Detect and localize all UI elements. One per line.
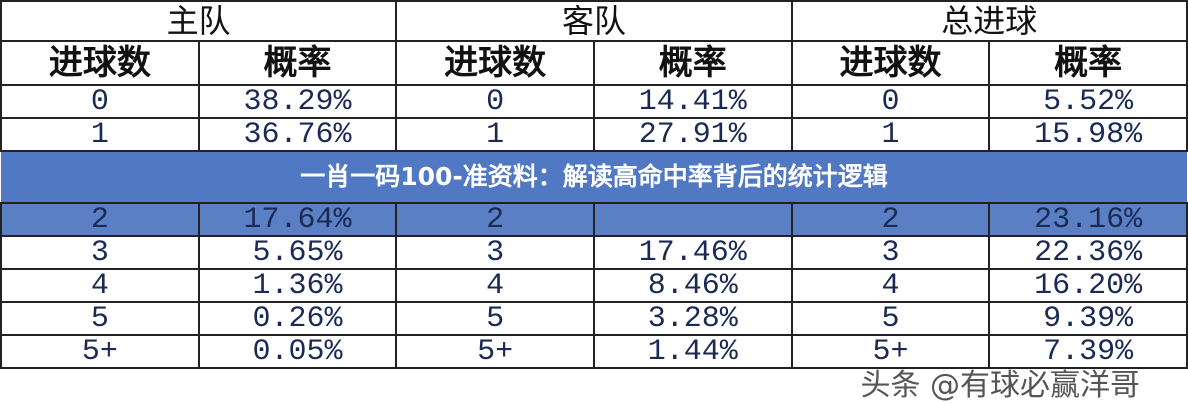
header-home: 主队 — [0, 0, 398, 42]
probability-cell: 27.91% — [592, 117, 793, 152]
banner-row: 一肖一码100-准资料：解读高命中率背后的统计逻辑 — [1, 150, 1187, 204]
table-row: 0 38.29% 0 14.41% 0 5.52% — [0, 84, 1188, 119]
probability-cell: 3.28% — [592, 301, 793, 336]
goals-cell: 4 — [790, 268, 991, 303]
goals-cell: 0 — [0, 84, 200, 119]
table-row: 5 0.26% 5 3.28% 5 9.39% — [0, 301, 1188, 336]
goals-cell: 2 — [0, 202, 200, 237]
table-row: 3 5.65% 3 17.46% 3 22.36% — [0, 235, 1188, 270]
goals-cell: 3 — [0, 235, 200, 270]
probability-cell — [592, 202, 793, 237]
sub-header: 概率 — [592, 40, 793, 86]
goals-cell: 0 — [395, 84, 595, 119]
goals-cell: 5 — [0, 301, 200, 336]
table-row: 2 17.64% 2 2 23.16% — [0, 202, 1188, 237]
goals-cell: 0 — [790, 84, 991, 119]
probability-cell: 22.36% — [988, 235, 1188, 270]
probability-cell: 23.16% — [988, 202, 1188, 237]
probability-cell: 15.98% — [988, 117, 1188, 152]
header-away: 客队 — [395, 0, 793, 42]
goals-cell: 5+ — [790, 334, 991, 369]
probability-cell: 1.44% — [592, 334, 793, 369]
probability-cell: 36.76% — [197, 117, 398, 152]
table-row: 1 36.76% 1 27.91% 1 15.98% — [0, 117, 1188, 152]
banner-cell: 一肖一码100-准资料：解读高命中率背后的统计逻辑 — [1, 150, 1187, 204]
banner-title: 一肖一码100-准资料：解读高命中率背后的统计逻辑 — [300, 162, 888, 191]
sub-header: 概率 — [988, 40, 1188, 86]
header-total: 总进球 — [790, 0, 1188, 42]
probability-cell: 17.64% — [197, 202, 398, 237]
probability-cell: 0.26% — [197, 301, 398, 336]
sub-header: 进球数 — [0, 40, 200, 86]
probability-cell: 5.52% — [988, 84, 1188, 119]
goals-cell: 1 — [0, 117, 200, 152]
probability-table: 主队 客队 总进球 进球数 概率 进球数 概率 进球数 概率 0 38.29% 0 14.41%… — [0, 0, 1188, 369]
goals-cell: 5+ — [0, 334, 200, 369]
probability-cell: 17.46% — [592, 235, 793, 270]
goals-cell: 1 — [790, 117, 991, 152]
probability-cell: 38.29% — [197, 84, 398, 119]
watermark: 头条 @有球必赢洋哥 — [860, 368, 1140, 403]
probability-cell: 9.39% — [988, 301, 1188, 336]
probability-cell: 14.41% — [592, 84, 793, 119]
probability-cell: 0.05% — [197, 334, 398, 369]
sub-header: 进球数 — [790, 40, 991, 86]
goals-cell: 4 — [395, 268, 595, 303]
sub-header: 概率 — [197, 40, 398, 86]
probability-cell: 7.39% — [988, 334, 1188, 369]
goals-cell: 5 — [395, 301, 595, 336]
table-row: 4 1.36% 4 8.46% 4 16.20% — [0, 268, 1188, 303]
probability-cell: 8.46% — [592, 268, 793, 303]
goals-cell: 2 — [395, 202, 595, 237]
probability-cell: 5.65% — [197, 235, 398, 270]
goals-cell: 1 — [395, 117, 595, 152]
goals-cell: 5+ — [395, 334, 595, 369]
probability-cell: 16.20% — [988, 268, 1188, 303]
table-row: 5+ 0.05% 5+ 1.44% 5+ 7.39% — [0, 334, 1188, 369]
goals-cell: 3 — [790, 235, 991, 270]
goals-cell: 4 — [0, 268, 200, 303]
sub-header: 进球数 — [395, 40, 595, 86]
goals-cell: 5 — [790, 301, 991, 336]
goals-cell: 2 — [790, 202, 991, 237]
probability-cell: 1.36% — [197, 268, 398, 303]
goals-cell: 3 — [395, 235, 595, 270]
